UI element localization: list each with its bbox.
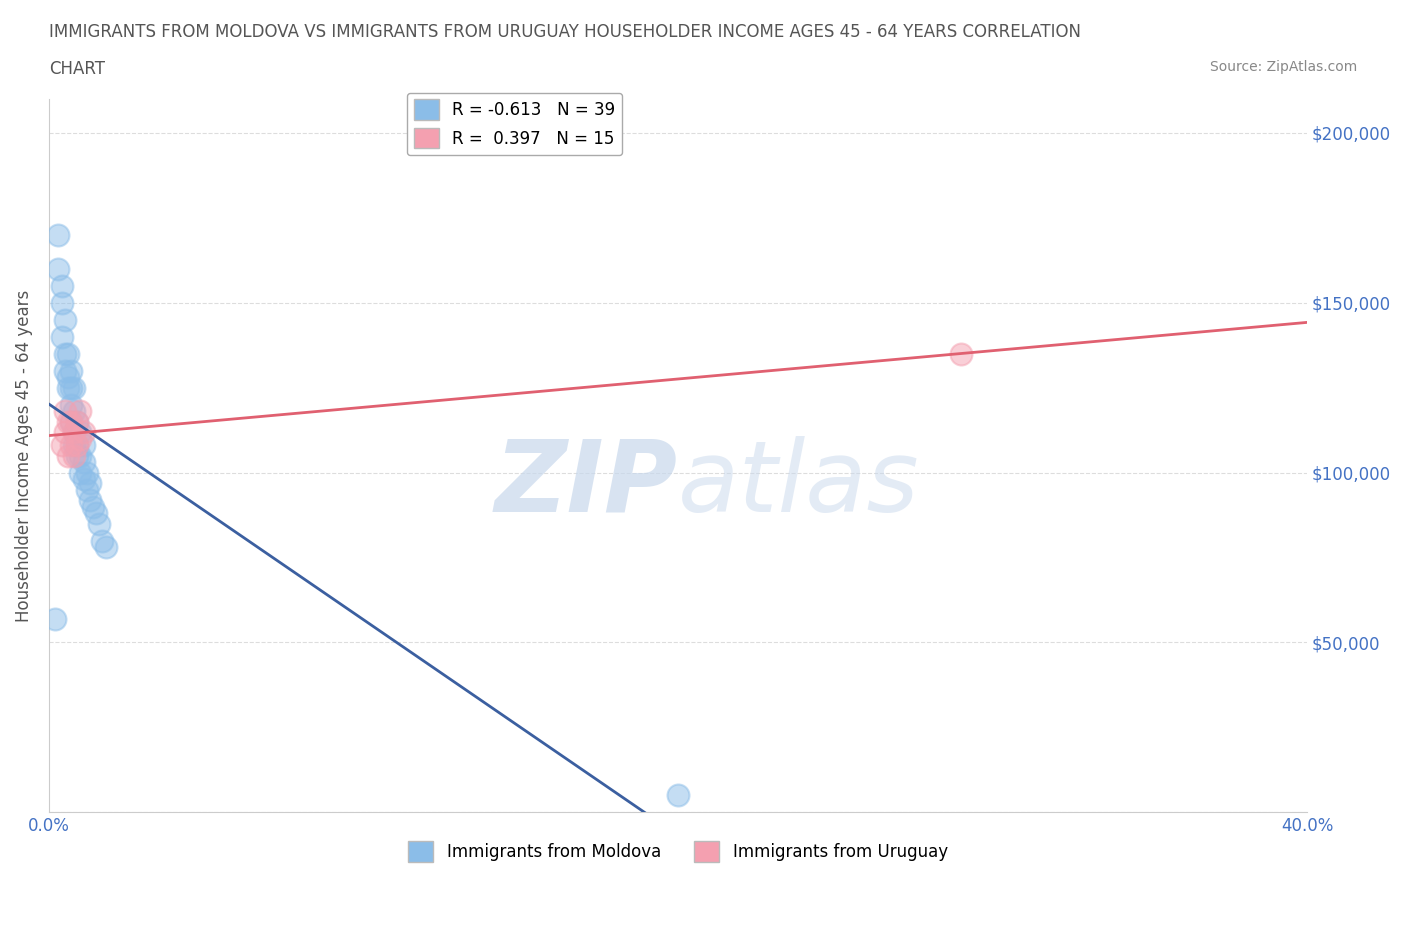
Text: CHART: CHART — [49, 60, 105, 78]
Y-axis label: Householder Income Ages 45 - 64 years: Householder Income Ages 45 - 64 years — [15, 289, 32, 621]
Point — [66, 414, 89, 429]
Point — [63, 448, 86, 463]
Point — [56, 346, 79, 361]
Point — [91, 533, 114, 548]
Point — [69, 432, 91, 446]
Text: IMMIGRANTS FROM MOLDOVA VS IMMIGRANTS FROM URUGUAY HOUSEHOLDER INCOME AGES 45 - : IMMIGRANTS FROM MOLDOVA VS IMMIGRANTS FR… — [49, 23, 1081, 41]
Point — [56, 414, 79, 429]
Point — [76, 482, 98, 497]
Point — [63, 438, 86, 453]
Point — [51, 295, 73, 310]
Point — [82, 499, 104, 514]
Point — [59, 438, 82, 453]
Point — [44, 611, 66, 626]
Point — [69, 465, 91, 480]
Point — [666, 788, 689, 803]
Text: ZIP: ZIP — [495, 435, 678, 533]
Point — [53, 404, 76, 418]
Point — [89, 516, 111, 531]
Point — [53, 312, 76, 327]
Point — [66, 438, 89, 453]
Point — [53, 424, 76, 439]
Point — [59, 380, 82, 395]
Point — [51, 278, 73, 293]
Point — [63, 404, 86, 418]
Point — [72, 424, 94, 439]
Point — [48, 227, 70, 242]
Point — [56, 370, 79, 385]
Point — [56, 448, 79, 463]
Point — [69, 448, 91, 463]
Point — [79, 492, 101, 507]
Point — [56, 380, 79, 395]
Point — [84, 506, 107, 521]
Point — [59, 397, 82, 412]
Point — [63, 424, 86, 439]
Point — [59, 414, 82, 429]
Point — [69, 404, 91, 418]
Point — [59, 363, 82, 378]
Point — [76, 465, 98, 480]
Point — [79, 475, 101, 490]
Point — [66, 438, 89, 453]
Point — [59, 414, 82, 429]
Point — [950, 346, 973, 361]
Point — [72, 472, 94, 486]
Legend: Immigrants from Moldova, Immigrants from Uruguay: Immigrants from Moldova, Immigrants from… — [402, 834, 955, 869]
Text: atlas: atlas — [678, 435, 920, 533]
Point — [53, 346, 76, 361]
Point — [69, 424, 91, 439]
Point — [66, 414, 89, 429]
Point — [63, 424, 86, 439]
Point — [72, 438, 94, 453]
Point — [63, 380, 86, 395]
Point — [51, 438, 73, 453]
Point — [72, 455, 94, 470]
Point — [94, 539, 117, 554]
Point — [48, 261, 70, 276]
Point — [51, 329, 73, 344]
Point — [53, 363, 76, 378]
Point — [66, 448, 89, 463]
Text: Source: ZipAtlas.com: Source: ZipAtlas.com — [1209, 60, 1357, 74]
